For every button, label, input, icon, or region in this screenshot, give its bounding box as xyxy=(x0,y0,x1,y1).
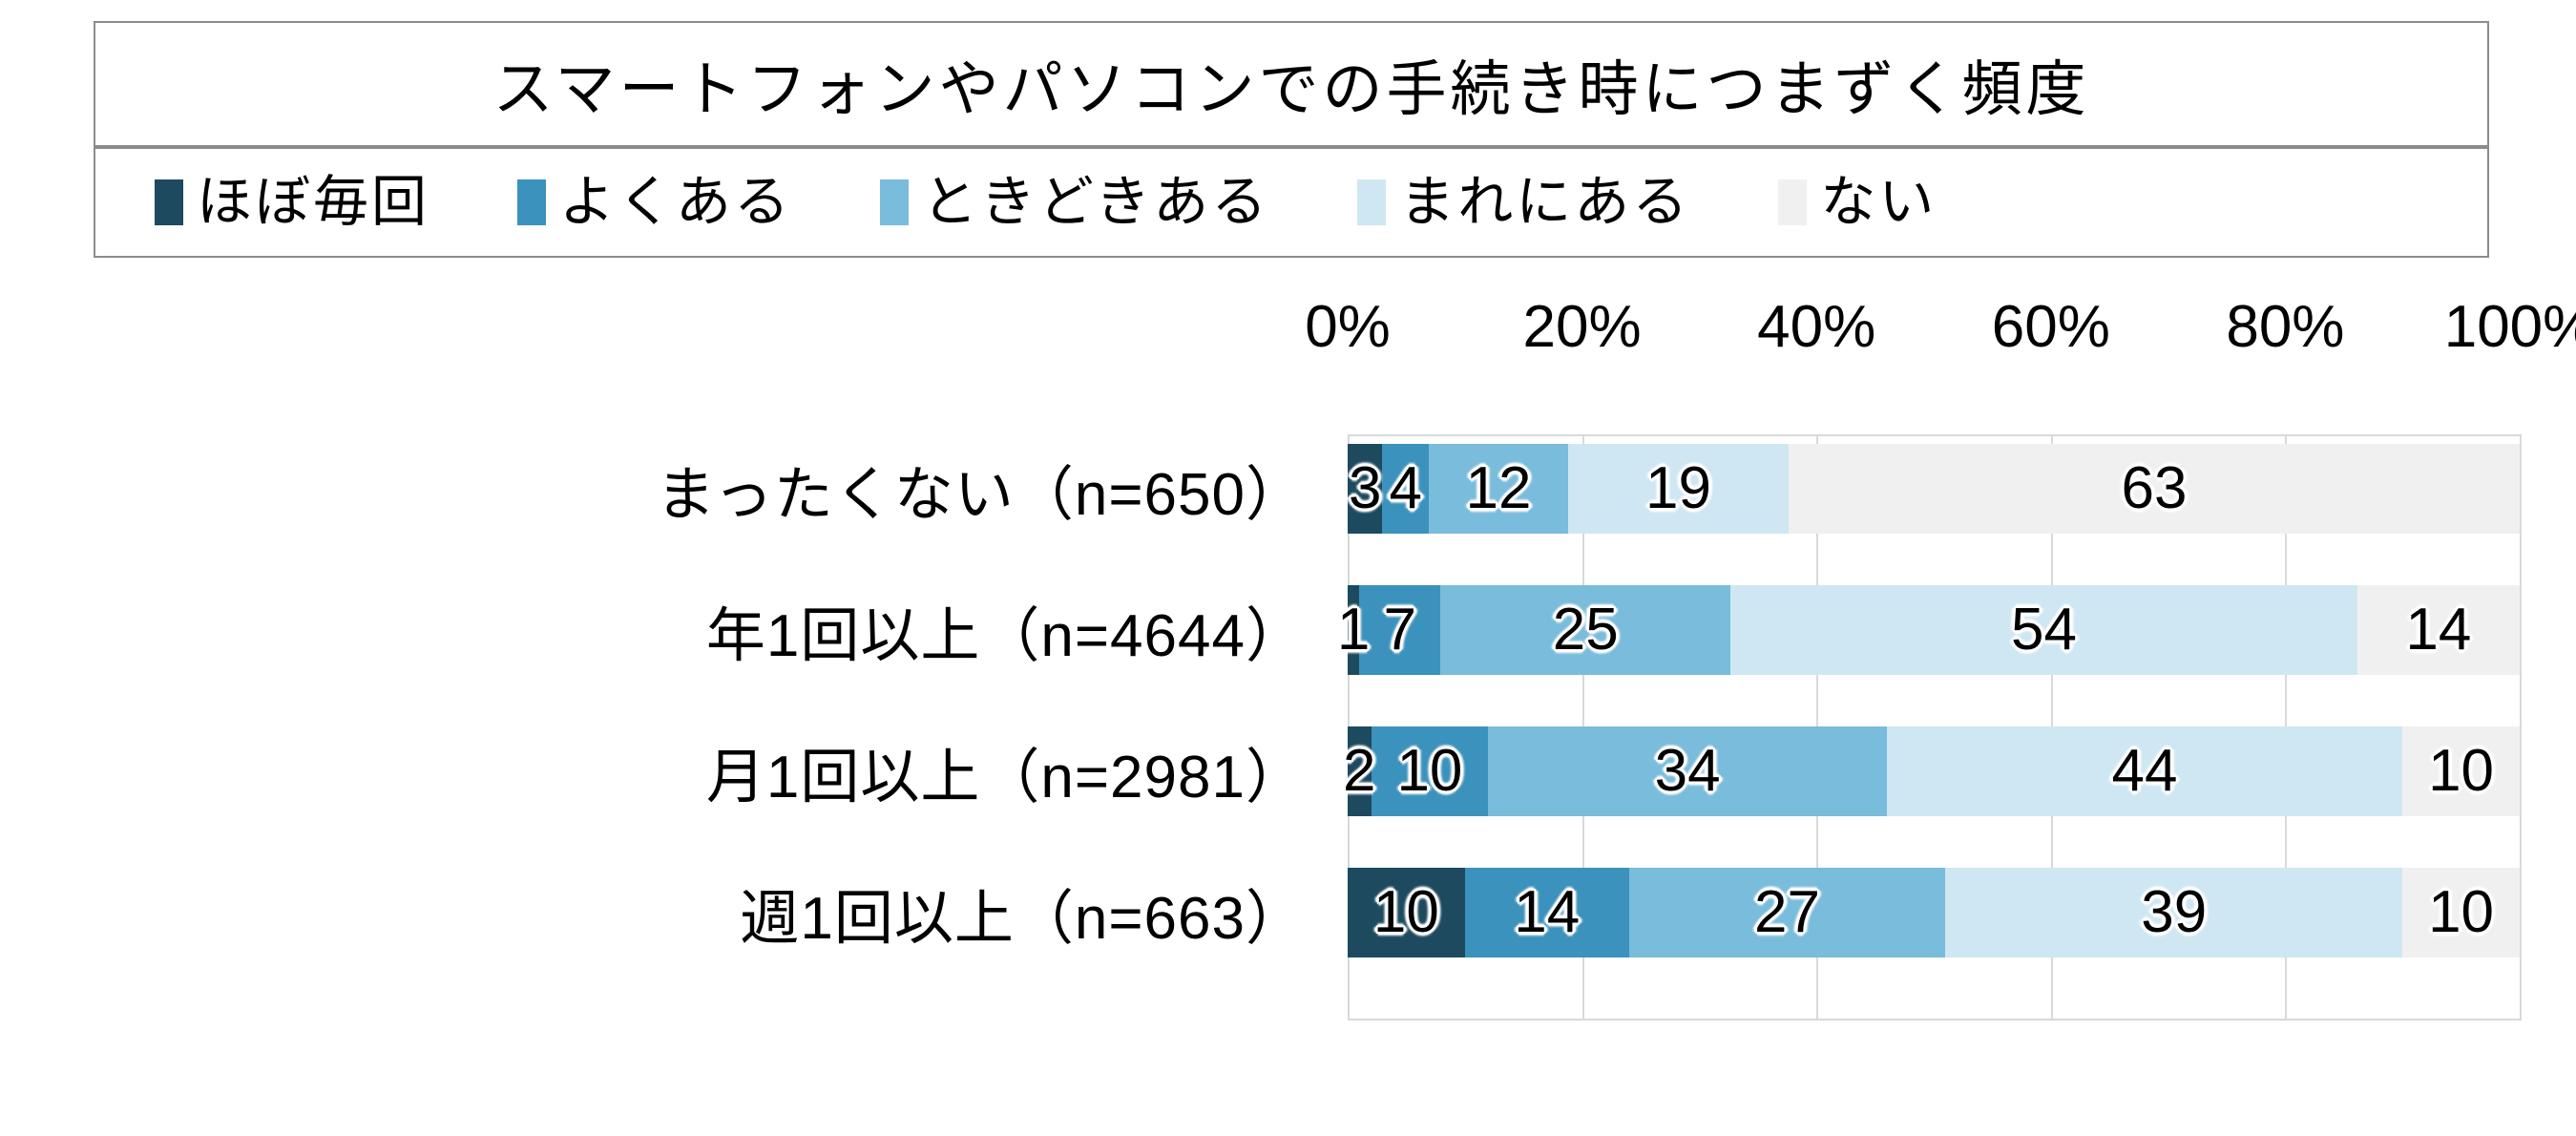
bar-row-3: 2 10 34 44 10 xyxy=(1343,726,2520,816)
bar-segment-value: 44 xyxy=(2111,738,2178,804)
legend-swatch-icon xyxy=(517,179,547,225)
legend: ほぼ毎回 よくある ときどきある まれにある ない xyxy=(95,149,2487,256)
bar-segment-value: 63 xyxy=(2121,455,2188,521)
bar-segment: 39 xyxy=(1945,868,2403,957)
bar-segment-value: 39 xyxy=(2141,879,2208,945)
bar-segment-value: 27 xyxy=(1753,879,1820,945)
bar-segment: 63 xyxy=(1788,444,2520,534)
chart-title-box: スマートフォンやパソコンでの手続き時につまずく頻度 xyxy=(94,21,2489,147)
x-tick-label-80: 80% xyxy=(2226,294,2345,360)
x-tick-label-0: 0% xyxy=(1305,294,1391,360)
bar-segment-value: 10 xyxy=(1396,738,1463,804)
plot-bottom-border xyxy=(1348,1019,2520,1020)
bar-segment: 10 xyxy=(1348,868,1465,957)
legend-item-label: ほぼ毎回 xyxy=(197,171,430,233)
gridline-100 xyxy=(2520,434,2522,1020)
bar-segment-value: 25 xyxy=(1552,597,1619,663)
legend-item-label: よくある xyxy=(559,171,793,233)
bar-segment-value: 7 xyxy=(1383,597,1416,663)
category-label-4: 週1回以上（n=663） xyxy=(740,886,1306,952)
bar-segment-value: 19 xyxy=(1645,455,1711,521)
bar-row-1: 3 4 12 19 63 xyxy=(1348,444,2520,534)
y-axis-category-labels: まったくない（n=650） 年1回以上（n=4644） 月1回以上（n=2981） 週… xyxy=(382,434,1327,1020)
bar-segment-value: 4 xyxy=(1389,455,1423,521)
plot-area: 3 4 12 19 63 1 7 25 54 14 2 10 34 44 10 10 14 27 39 10 xyxy=(1337,434,2522,1020)
bar-segment: 3 xyxy=(1348,444,1383,534)
bar-segment: 27 xyxy=(1628,868,1946,957)
x-tick-label-20: 20% xyxy=(1522,294,1642,360)
bar-segment: 34 xyxy=(1488,726,1887,816)
legend-swatch-icon xyxy=(1778,179,1808,225)
category-label-3: 月1回以上（n=2981） xyxy=(705,745,1306,810)
bar-segment: 4 xyxy=(1382,444,1430,534)
bar-segment: 14 xyxy=(2356,585,2520,675)
bar-segment: 12 xyxy=(1429,444,1568,534)
plot-top-border xyxy=(1348,434,2520,436)
chart-title: スマートフォンやパソコンでの手続き時につまずく頻度 xyxy=(492,55,2090,123)
legend-item-label: ときどきある xyxy=(922,171,1270,233)
bar-segment-value: 54 xyxy=(2010,597,2077,663)
bar-segment-value: 10 xyxy=(1372,879,1439,945)
category-label-2: 年1回以上（n=4644） xyxy=(705,603,1306,669)
legend-item-2[interactable]: よくある xyxy=(517,175,792,230)
legend-item-4[interactable]: まれにある xyxy=(1357,175,1690,230)
category-label-1: まったくない（n=650） xyxy=(656,462,1306,528)
bar-segment-value: 14 xyxy=(2405,597,2472,663)
bar-row-2: 1 7 25 54 14 xyxy=(1337,585,2520,675)
bar-segment-value: 2 xyxy=(1343,738,1376,804)
bar-segment-value: 34 xyxy=(1654,738,1721,804)
x-axis-tick-labels: 0% 20% 40% 60% 80% 100% xyxy=(1305,292,2576,363)
legend-swatch-icon xyxy=(1357,179,1387,225)
bar-segment: 19 xyxy=(1567,444,1789,534)
bar-segment: 54 xyxy=(1730,585,2357,675)
x-tick-label-60: 60% xyxy=(1991,294,2110,360)
bar-segment-value: 10 xyxy=(2428,879,2495,945)
legend-item-label: まれにある xyxy=(1399,171,1691,233)
bar-segment: 10 xyxy=(2402,868,2520,957)
legend-item-3[interactable]: ときどきある xyxy=(880,175,1269,230)
bar-segment: 2 xyxy=(1343,726,1376,816)
legend-item-5[interactable]: ない xyxy=(1778,175,1937,230)
legend-item-1[interactable]: ほぼ毎回 xyxy=(155,175,429,230)
legend-item-label: ない xyxy=(1820,171,1937,233)
bar-segment: 7 xyxy=(1359,585,1441,675)
bar-segment: 1 xyxy=(1337,585,1370,675)
bar-row-4: 10 14 27 39 10 xyxy=(1348,868,2520,957)
legend-swatch-icon xyxy=(155,179,183,225)
bar-segment-value: 12 xyxy=(1465,455,1532,521)
bar-segment: 25 xyxy=(1440,585,1731,675)
bar-segment-value: 3 xyxy=(1348,455,1382,521)
bar-segment-value: 1 xyxy=(1336,597,1371,663)
bar-segment: 14 xyxy=(1464,868,1629,957)
x-tick-label-40: 40% xyxy=(1757,294,1876,360)
legend-swatch-icon xyxy=(880,179,910,225)
bar-segment-value: 10 xyxy=(2428,738,2495,804)
bar-segment: 10 xyxy=(1371,726,1489,816)
bar-segment-value: 14 xyxy=(1514,879,1581,945)
bar-segment: 10 xyxy=(2402,726,2520,816)
x-tick-label-100: 100% xyxy=(2443,294,2576,360)
chart-legend-box: ほぼ毎回 よくある ときどきある まれにある ない xyxy=(94,147,2489,258)
bar-segment: 44 xyxy=(1886,726,2403,816)
